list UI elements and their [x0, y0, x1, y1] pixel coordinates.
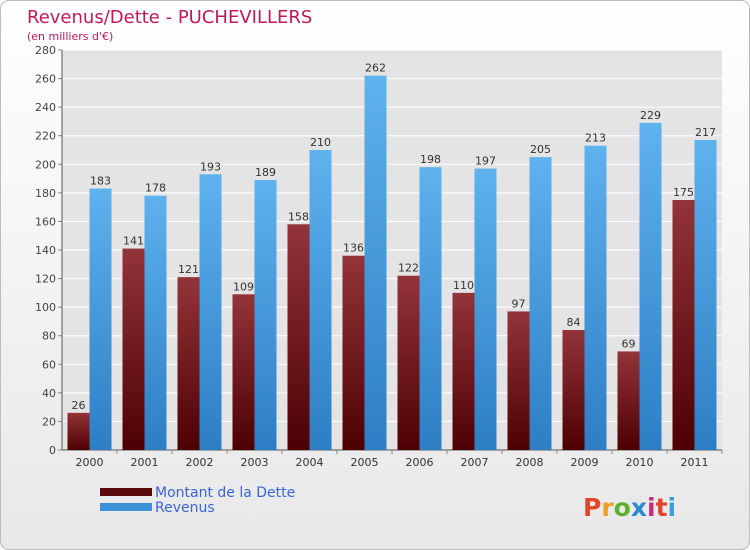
data-label: 229: [640, 109, 661, 122]
data-label: 141: [123, 235, 144, 248]
y-tick-label: 140: [35, 244, 56, 257]
data-label: 197: [475, 155, 496, 168]
bar-revenue: [144, 195, 167, 450]
bar-revenue: [529, 157, 552, 450]
bar-debt: [177, 277, 200, 450]
bar-debt: [287, 224, 310, 450]
y-tick-label: 220: [35, 130, 56, 143]
x-tick-label: 2002: [186, 456, 214, 469]
data-label: 217: [695, 126, 716, 139]
bar-revenue: [584, 145, 607, 450]
data-label: 136: [343, 242, 364, 255]
x-tick-label: 2010: [626, 456, 654, 469]
legend-label-debt: Montant de la Dette: [155, 485, 295, 501]
bar-debt: [397, 275, 420, 450]
bar-revenue: [199, 174, 222, 451]
y-tick-label: 0: [49, 444, 56, 457]
x-tick-label: 2004: [296, 456, 324, 469]
data-label: 26: [72, 399, 86, 412]
data-label: 122: [398, 262, 419, 275]
bar-revenue: [254, 180, 277, 450]
data-label: 84: [567, 316, 581, 329]
y-tick-label: 180: [35, 187, 56, 200]
bar-revenue: [639, 122, 662, 450]
data-label: 109: [233, 280, 254, 293]
bar-debt: [617, 351, 640, 450]
x-tick-label: 2006: [406, 456, 434, 469]
bar-debt: [232, 294, 255, 450]
x-tick-label: 2008: [516, 456, 544, 469]
bar-revenue: [694, 140, 717, 450]
data-label: 110: [453, 279, 474, 292]
x-tick-label: 2001: [131, 456, 159, 469]
x-tick-label: 2009: [571, 456, 599, 469]
x-tick-label: 2007: [461, 456, 489, 469]
data-label: 262: [365, 62, 386, 75]
data-label: 189: [255, 166, 276, 179]
bar-debt: [507, 311, 530, 450]
legend-swatch-revenue: [100, 503, 152, 511]
y-tick-label: 20: [42, 415, 56, 428]
data-label: 193: [200, 160, 221, 173]
y-tick-label: 200: [35, 158, 56, 171]
data-label: 175: [673, 186, 694, 199]
data-label: 210: [310, 136, 331, 149]
chart-title: Revenus/Dette - PUCHEVILLERS: [27, 7, 312, 28]
bar-debt: [67, 412, 90, 450]
bar-revenue: [89, 188, 112, 451]
y-tick-label: 60: [42, 358, 56, 371]
data-label: 198: [420, 153, 441, 166]
bar-debt: [452, 292, 475, 450]
data-label: 205: [530, 143, 551, 156]
data-label: 183: [90, 175, 111, 188]
y-tick-label: 80: [42, 330, 56, 343]
bar-revenue: [474, 168, 497, 451]
bar-debt: [672, 200, 695, 450]
data-label: 69: [622, 337, 636, 350]
y-tick-label: 160: [35, 215, 56, 228]
data-label: 121: [178, 263, 199, 276]
proxiti-logo: Proxiti: [583, 493, 676, 522]
bar-debt: [562, 330, 585, 450]
bar-revenue: [419, 167, 442, 450]
bar-revenue: [309, 150, 332, 450]
data-label: 178: [145, 182, 166, 195]
y-tick-label: 100: [35, 301, 56, 314]
data-label: 158: [288, 210, 309, 223]
x-tick-label: 2005: [351, 456, 379, 469]
x-tick-label: 2011: [681, 456, 709, 469]
bar-revenue: [364, 75, 387, 450]
bar-debt: [122, 248, 145, 450]
y-tick-label: 280: [35, 44, 56, 57]
bar-debt: [342, 255, 365, 450]
y-tick-label: 120: [35, 273, 56, 286]
x-tick-label: 2003: [241, 456, 269, 469]
chart-subtitle: (en milliers d'€): [27, 30, 113, 43]
y-tick-label: 40: [42, 387, 56, 400]
legend-swatch-debt: [100, 488, 152, 496]
data-label: 213: [585, 132, 606, 145]
data-label: 97: [512, 297, 526, 310]
legend-label-revenue: Revenus: [155, 500, 215, 516]
x-tick-label: 2000: [76, 456, 104, 469]
y-tick-label: 260: [35, 73, 56, 86]
y-tick-label: 240: [35, 101, 56, 114]
